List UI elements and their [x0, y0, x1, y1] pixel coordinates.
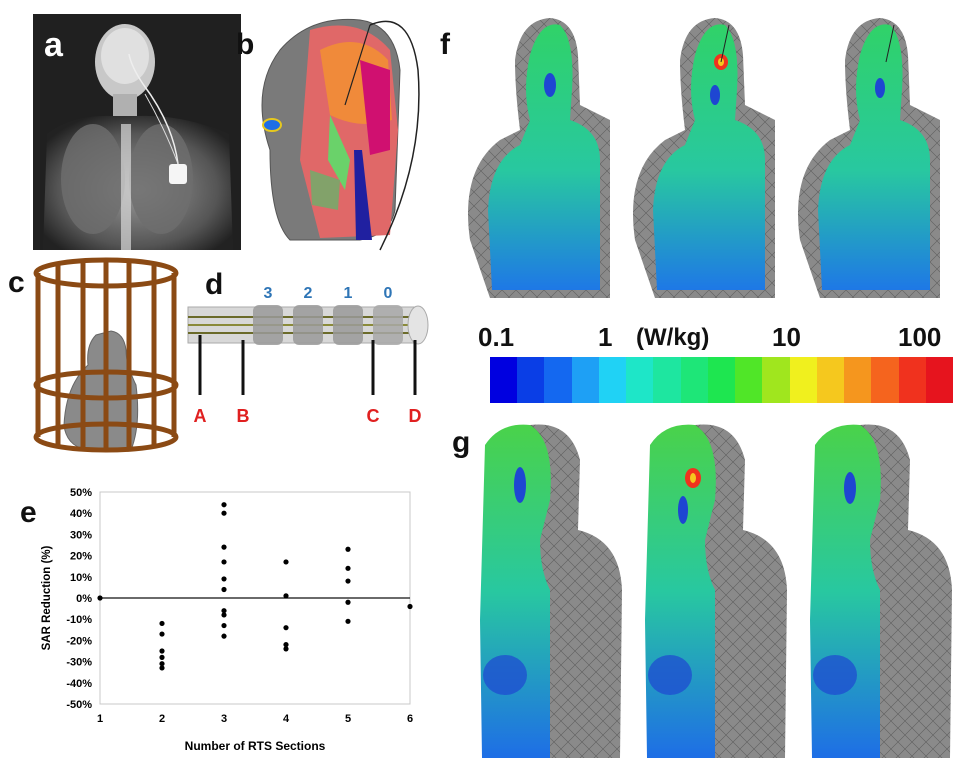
point-label-b: B [237, 406, 250, 426]
head-model-illustration [261, 18, 420, 251]
data-point [221, 622, 227, 629]
panel-label-e: e [20, 496, 37, 529]
data-point [345, 599, 351, 605]
x-tick-label: 5 [345, 713, 351, 725]
colorbar-swatch [544, 357, 572, 403]
y-tick-label: 50% [70, 487, 92, 499]
data-point [159, 665, 165, 671]
data-point [221, 576, 227, 582]
y-tick-label: -20% [66, 635, 92, 647]
colorbar-swatch [844, 357, 872, 403]
sar-torso-f-3 [798, 18, 940, 298]
panel-label-b: b [236, 28, 255, 61]
sar-colorbar [490, 357, 953, 403]
data-point [159, 631, 165, 637]
sar-map-row-f [468, 18, 940, 298]
sar-torso-g-3 [810, 424, 952, 758]
colorbar-swatch [789, 357, 817, 403]
sar-map-row-g [480, 424, 952, 758]
colorbar-swatch [680, 357, 708, 403]
y-axis-label: SAR Reduction (%) [41, 545, 53, 650]
colorbar-tick-1: 1 [598, 322, 613, 352]
lead-tip-illustration: 3 2 1 0 A B C D [187, 285, 429, 426]
y-tick-label: 20% [70, 551, 92, 563]
electrode-label-2: 2 [304, 285, 313, 302]
electrode-label-1: 1 [344, 285, 353, 302]
y-tick-label: 0% [76, 593, 92, 605]
colorbar-tick-0.1: 0.1 [478, 322, 515, 352]
data-point [221, 612, 227, 618]
x-tick-label: 1 [97, 713, 103, 725]
y-tick-label: 10% [70, 572, 92, 584]
panel-label-c: c [8, 266, 25, 299]
y-tick-label: -10% [66, 614, 92, 626]
sar-torso-g-1 [480, 424, 622, 758]
colorbar-swatch [871, 357, 899, 403]
colorbar-swatch [490, 357, 518, 403]
point-label-a: A [194, 406, 207, 426]
colorbar-swatch [816, 357, 845, 403]
data-point [221, 502, 227, 508]
panel-label-a: a [44, 26, 63, 64]
colorbar-swatch [925, 357, 953, 403]
sar-torso-g-2 [645, 424, 787, 758]
panel-label-g: g [452, 426, 471, 459]
point-label-c: C [367, 406, 380, 426]
data-point [159, 648, 165, 654]
colorbar-swatch [653, 357, 681, 403]
electrode-label-3: 3 [264, 285, 273, 302]
colorbar-swatch [626, 357, 654, 403]
sar-reduction-scatter-chart: 50% 40% 30% 20% 10% 0% -10% -20% -30% -40% -50% 1 2… [41, 487, 413, 753]
sar-torso-f-1 [468, 18, 610, 298]
data-point [283, 646, 289, 652]
panel-label-d: d [205, 268, 224, 301]
colorbar-swatch [517, 357, 545, 403]
x-tick-label: 6 [407, 713, 413, 725]
data-point [159, 661, 165, 667]
data-point [221, 544, 227, 550]
data-point [283, 625, 289, 631]
data-point [221, 559, 227, 565]
electrode-label-0: 0 [384, 285, 393, 302]
data-point [221, 608, 227, 614]
data-point [159, 654, 165, 660]
y-tick-label: -40% [66, 678, 92, 690]
colorbar-tick-10: 10 [772, 322, 801, 352]
colorbar-swatch [598, 357, 627, 403]
data-point [283, 559, 289, 565]
data-point [221, 633, 227, 639]
colorbar-swatch [571, 357, 599, 403]
colorbar-swatch [735, 357, 763, 403]
data-point [221, 510, 227, 516]
y-tick-label: 30% [70, 529, 92, 541]
colorbar-swatch [898, 357, 926, 403]
sar-torso-f-2 [633, 18, 775, 298]
y-tick-label: -30% [66, 657, 92, 669]
data-point [345, 565, 351, 571]
colorbar-tick-100: 100 [898, 322, 942, 352]
x-tick-label: 4 [283, 713, 290, 725]
data-point [345, 578, 351, 584]
x-axis-label: Number of RTS Sections [185, 739, 326, 753]
colorbar-swatch [762, 357, 790, 403]
data-point [345, 618, 351, 624]
panel-label-f: f [440, 28, 450, 61]
data-point [283, 593, 289, 599]
data-point [345, 546, 351, 552]
data-point [221, 586, 227, 593]
y-tick-label: 40% [70, 508, 92, 520]
point-label-d: D [409, 406, 422, 426]
birdcage-coil-illustration [33, 257, 179, 453]
colorbar-swatch [707, 357, 736, 403]
x-tick-label: 3 [221, 713, 227, 725]
colorbar-unit: (W/kg) [636, 324, 710, 351]
data-point [97, 595, 103, 601]
data-point [407, 603, 413, 610]
y-tick-label: -50% [66, 699, 92, 711]
x-tick-label: 2 [159, 713, 165, 725]
xray-image [33, 14, 241, 251]
data-point [159, 620, 165, 627]
data-point [283, 642, 289, 648]
